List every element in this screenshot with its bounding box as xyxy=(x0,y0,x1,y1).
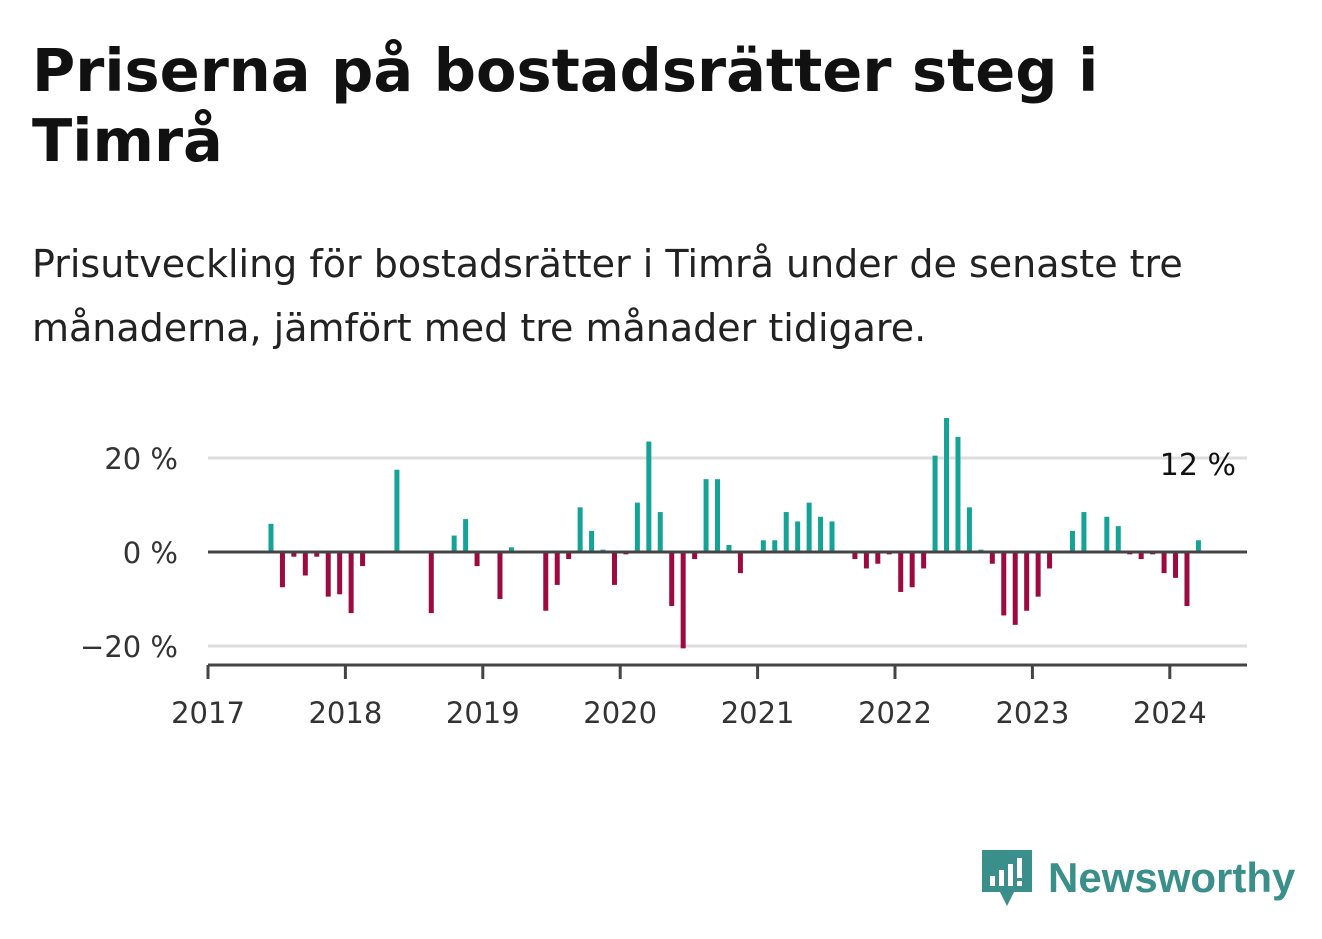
latest-value-label: 12 % xyxy=(1160,448,1236,483)
x-tick-label: 2021 xyxy=(721,696,795,730)
bar xyxy=(863,552,869,569)
x-tick-label: 2018 xyxy=(308,696,382,730)
bar xyxy=(474,552,480,567)
bar xyxy=(1115,526,1121,552)
axes: 2017 2018 2019 2020 2021 2022 2023 2024 xyxy=(171,550,1247,730)
bar xyxy=(302,552,308,576)
x-tick-label: 2024 xyxy=(1133,696,1207,730)
bar xyxy=(1104,516,1110,552)
grid-lines: 20 % 0 % −20 % xyxy=(80,442,1247,664)
bar xyxy=(909,552,915,588)
bar xyxy=(989,552,995,564)
bar xyxy=(508,547,514,552)
bar xyxy=(268,523,274,552)
bar xyxy=(325,552,331,597)
bar xyxy=(348,552,354,614)
bar xyxy=(1138,552,1144,560)
brand-name: Newsworthy xyxy=(1048,854,1296,901)
bar xyxy=(314,552,320,557)
bar xyxy=(737,552,743,574)
bar xyxy=(726,544,732,552)
bar xyxy=(1173,552,1179,578)
bar xyxy=(680,552,686,649)
bar xyxy=(337,552,343,595)
bar xyxy=(1024,552,1030,611)
bar xyxy=(692,552,698,560)
bar xyxy=(497,552,503,599)
x-tick-label: 2023 xyxy=(995,696,1069,730)
chart-subtitle: Prisutveckling för bostadsrätter i Timrå… xyxy=(32,242,1183,350)
bar xyxy=(1195,540,1201,552)
bar xyxy=(1161,552,1167,574)
bar xyxy=(1012,552,1018,625)
bar xyxy=(955,436,961,552)
x-tick-label: 2020 xyxy=(583,696,657,730)
bar xyxy=(291,552,297,557)
bar xyxy=(543,552,549,611)
bar xyxy=(657,512,663,552)
bar xyxy=(875,552,881,564)
x-tick-label: 2019 xyxy=(446,696,520,730)
bar xyxy=(715,479,721,552)
bar xyxy=(463,519,469,552)
bar xyxy=(554,552,560,585)
brand-logo: Newsworthy xyxy=(980,848,1295,908)
bar xyxy=(1184,552,1190,607)
bar xyxy=(852,552,858,560)
bar xyxy=(611,552,617,585)
bar xyxy=(818,516,824,552)
bar xyxy=(703,479,709,552)
bar xyxy=(1069,530,1075,552)
chart-title: Priserna på bostadsrätter steg i Timrå xyxy=(32,36,1099,175)
y-tick-label: 0 % xyxy=(123,536,178,570)
bar xyxy=(760,540,766,552)
bar xyxy=(428,552,434,614)
bar xyxy=(783,512,789,552)
x-tick-label: 2022 xyxy=(858,696,932,730)
bar xyxy=(829,521,835,552)
bar xyxy=(394,469,400,552)
bar xyxy=(360,552,366,567)
bar xyxy=(795,521,801,552)
bar xyxy=(921,552,927,569)
bar xyxy=(279,552,285,588)
bar xyxy=(806,502,812,552)
bars xyxy=(268,418,1201,649)
bar xyxy=(646,441,652,552)
bar xyxy=(1035,552,1041,597)
bar xyxy=(577,507,583,552)
bar xyxy=(1001,552,1007,616)
bar xyxy=(589,530,595,552)
bar xyxy=(566,552,572,560)
bar xyxy=(1047,552,1053,569)
bar xyxy=(772,540,778,552)
bar xyxy=(944,418,950,552)
bar xyxy=(669,552,675,607)
y-tick-label: 20 % xyxy=(104,442,178,476)
bar xyxy=(451,535,457,552)
bar xyxy=(898,552,904,592)
y-tick-label: −20 % xyxy=(80,630,178,664)
bar xyxy=(966,507,972,552)
x-tick-label: 2017 xyxy=(171,696,245,730)
bar xyxy=(1081,512,1087,552)
bar xyxy=(634,502,640,552)
newsworthy-logo-icon xyxy=(982,850,1032,906)
bar xyxy=(932,455,938,552)
